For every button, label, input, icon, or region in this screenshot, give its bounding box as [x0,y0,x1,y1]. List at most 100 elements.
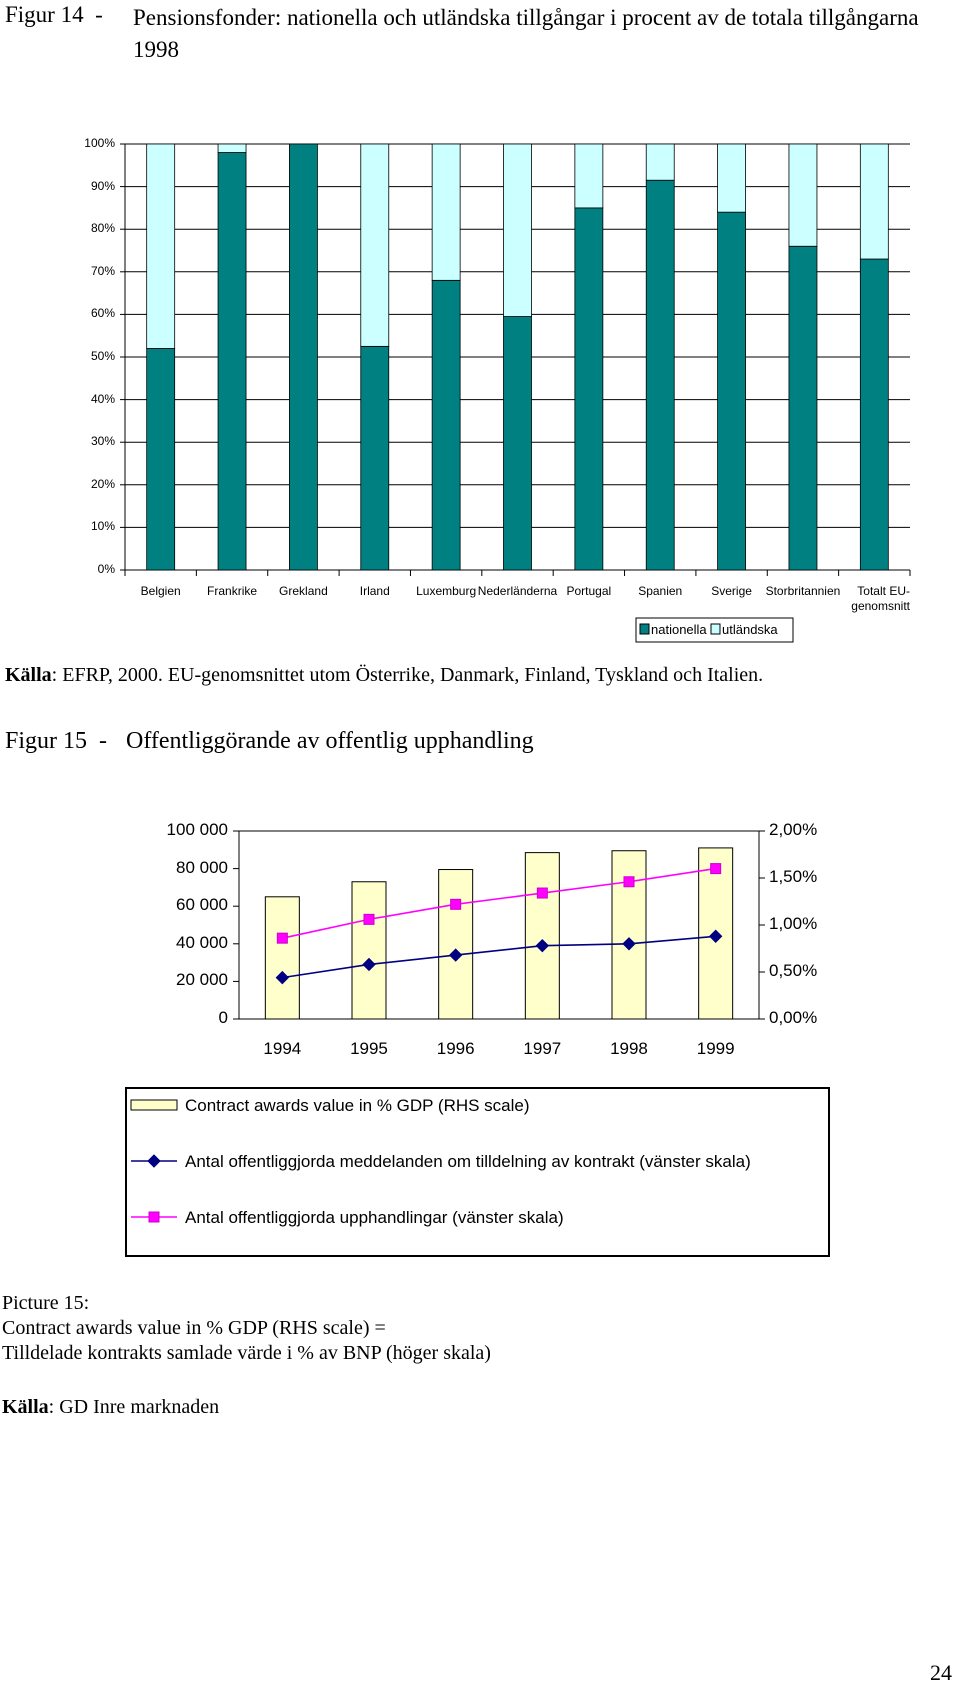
y2-tick-label: 0,50% [769,961,818,980]
y-tick-label: 30% [90,434,115,449]
line [282,867,716,939]
x-tick-label: 1996 [436,1039,475,1058]
legend-box [125,1087,830,1257]
legend-label: Antal offentliggjorda meddelanden om til… [185,1152,751,1171]
line-marker [450,898,462,910]
x-tick-label: Portugal [566,584,612,598]
x-tick-label: Irland [359,584,390,598]
y2-tick-label: 2,00% [769,820,818,839]
line-marker [535,938,550,953]
y2-tick-label: 1,00% [769,914,818,933]
y-tick-label: 20 000 [176,970,228,990]
y2-tick-label: 1,50% [769,867,818,886]
bar-segment [217,143,247,153]
legend-label: Contract awards value in % GDP (RHS scal… [185,1096,530,1115]
line [282,935,716,979]
y-tick-label: 100 000 [166,820,228,839]
bar-segment [717,211,746,571]
legend-swatch [639,623,650,635]
line-marker [275,970,290,985]
source-text: : EFRP, 2000. EU-genomsnittet utom Öster… [51,664,764,686]
x-tick-label: 1994 [263,1039,302,1058]
bar-segment [289,143,318,571]
bar-segment [217,152,247,571]
bar [264,896,300,1020]
bar-segment [574,143,604,209]
legend-marker [148,1211,160,1223]
bar-segment [788,245,818,571]
bar-segment [503,316,532,571]
note: Picture 15: [2,1292,90,1314]
x-tick-label: Frankrike [207,584,258,598]
legend-label: nationella [651,622,707,637]
y-tick-label: 0% [97,562,115,576]
x-tick-label: Totalt EU-genomsnitt [851,584,910,613]
figure-title: Offentliggörande av offentlig upphandlin… [126,728,534,754]
page-number: 24 [930,1660,952,1685]
x-tick-label: 1995 [350,1039,388,1058]
y-tick-label: 60% [90,306,115,321]
y-tick-label: 20% [90,476,115,491]
line-marker [536,887,548,899]
bar-segment [574,207,604,571]
x-tick-label: 1999 [696,1039,735,1058]
bar-segment [431,143,461,281]
line-marker [363,913,375,925]
note: Tilldelade kontrakts samlade värde i % a… [2,1342,491,1364]
line-marker [362,957,376,972]
y-tick-label: 60 000 [176,895,228,915]
bar-segment [146,143,176,349]
x-tick-label: Spanien [638,584,683,598]
line-marker [710,863,722,875]
x-tick-label: Belgien [140,584,181,598]
y-tick-label: 10% [90,519,115,534]
bar-segment [360,143,390,347]
bar-segment [859,258,889,571]
line-marker [276,932,288,944]
x-tick-label: 1997 [523,1039,562,1058]
legend-label: utländska [722,622,778,637]
legend-swatch [130,1099,178,1111]
bar-segment [859,143,889,260]
y-tick-label: 100% [84,136,115,150]
y-tick-label: 70% [90,263,115,278]
source: Källa: EFRP, 2000. EU-genomsnittet utom … [5,664,763,687]
figure-label: Figur 15 - [5,728,107,754]
line-marker [622,937,636,951]
x-tick-label: Grekland [279,584,328,598]
y2-tick-label: 0,00% [769,1008,818,1027]
bar-segment [503,143,532,317]
source-label: Källa [5,664,52,686]
source: Källa: GD Inre marknaden [2,1396,219,1419]
note: Contract awards value in % GDP (RHS scal… [2,1317,386,1339]
bar [351,881,387,1020]
bar-segment [645,143,675,181]
y-tick-label: 80% [90,221,115,236]
y-tick-label: 50% [90,349,115,363]
figure-label: Figur 14 - [5,2,103,27]
legend-box [635,617,794,643]
line-marker [448,948,463,962]
y-tick-label: 80 000 [176,857,228,877]
y-tick-label: 40% [90,391,115,406]
line-marker [708,929,723,943]
y-tick-label: 90% [90,178,115,193]
source-label: Källa [2,1396,49,1418]
bar-segment [360,345,390,571]
y-tick-label: 0 [218,1008,228,1027]
x-tick-label: Luxemburg [416,584,477,598]
bar [611,850,647,1020]
y-tick-label: 40 000 [176,932,228,952]
x-tick-label: Sverige [711,584,752,598]
figure-title: Pensionsfonder: nationella och utländska… [133,5,919,62]
bar-segment [645,179,675,571]
legend-label: Antal offentliggjorda upphandlingar (vän… [185,1208,564,1227]
bar-segment [146,348,176,571]
source-text: : GD Inre marknaden [48,1396,220,1418]
line-marker [623,876,635,888]
x-tick-label: 1998 [610,1039,648,1058]
bar-segment [788,143,818,247]
x-tick-label: Storbritannien [765,584,841,598]
